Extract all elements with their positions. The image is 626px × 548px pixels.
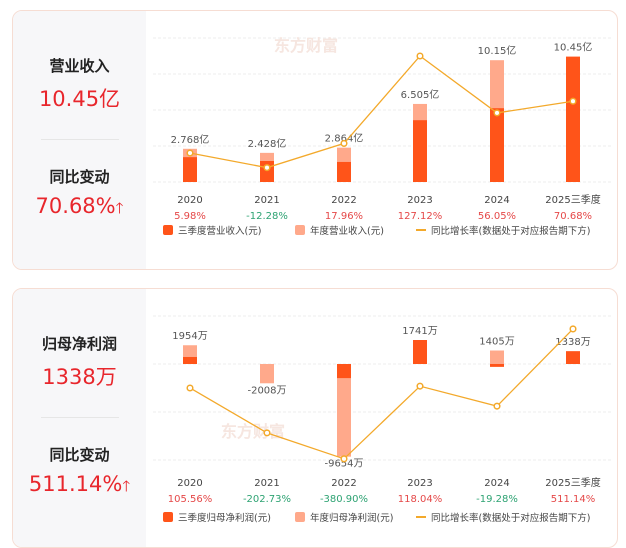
growth-label: 511.14% bbox=[551, 494, 596, 505]
profit-title: 归母净利润 bbox=[41, 335, 117, 353]
x-tick-label: 2025三季度 bbox=[545, 193, 600, 206]
growth-label: 118.04% bbox=[398, 494, 443, 505]
annual-bar bbox=[490, 350, 504, 364]
growth-label: 70.68% bbox=[554, 211, 592, 222]
value-label: -9654万 bbox=[324, 459, 363, 470]
legend-label: 三季度归母净利润(元) bbox=[178, 512, 271, 524]
revenue-card: 营业收入 10.45亿 同比变动 70.68%🡑 东方财富 2.768亿 2020 5… bbox=[12, 10, 618, 270]
legend-label: 同比增长率(数据处于对应报告期下方) bbox=[431, 225, 590, 237]
growth-point bbox=[493, 109, 501, 117]
legend-label: 三季度营业收入(元) bbox=[178, 225, 261, 237]
growth-label: -380.90% bbox=[320, 494, 368, 505]
q3-bar bbox=[183, 157, 197, 182]
arrow-up-icon: 🡑 bbox=[115, 199, 124, 217]
divider bbox=[41, 139, 119, 140]
growth-point bbox=[263, 164, 271, 172]
profit-card: 归母净利润 1338万 同比变动 511.14%🡑 东方财富 1954万 2020 1… bbox=[12, 288, 618, 548]
q3-bar bbox=[566, 56, 580, 182]
x-tick-label: 2025三季度 bbox=[545, 476, 600, 489]
profit-summary: 归母净利润 1338万 同比变动 511.14%🡑 bbox=[13, 289, 146, 547]
legend-label: 年度营业收入(元) bbox=[310, 225, 384, 237]
watermark-logo: 东方财富 bbox=[221, 422, 285, 441]
profit-chart: 东方财富 1954万 2020 105.56% -2008万 2021 -202.73% -9… bbox=[153, 315, 611, 524]
value-label: 10.15亿 bbox=[478, 44, 517, 57]
q3-bar bbox=[413, 340, 427, 364]
x-tick-label: 2024 bbox=[484, 195, 509, 206]
x-tick-label: 2020 bbox=[177, 478, 202, 489]
growth-point bbox=[186, 384, 194, 392]
x-tick-label: 2020 bbox=[177, 195, 202, 206]
value-label: 1338万 bbox=[555, 337, 590, 348]
legend-label: 年度归母净利润(元) bbox=[310, 512, 393, 524]
q3-bar bbox=[337, 161, 351, 182]
growth-point bbox=[569, 97, 577, 105]
value-label: 1954万 bbox=[172, 331, 207, 342]
growth-label: 105.56% bbox=[168, 494, 213, 505]
growth-label: 17.96% bbox=[325, 211, 363, 222]
x-tick-label: 2023 bbox=[407, 195, 432, 206]
value-label: 2.768亿 bbox=[171, 133, 210, 146]
q3-bar bbox=[413, 120, 427, 182]
growth-point bbox=[569, 325, 577, 333]
arrow-up-icon: 🡑 bbox=[122, 477, 131, 495]
watermark-logo: 东方财富 bbox=[274, 36, 338, 55]
x-tick-label: 2021 bbox=[254, 195, 279, 206]
legend-swatch bbox=[295, 225, 305, 235]
revenue-chart: 东方财富 2.768亿 2020 5.98% 2.428亿 2021 -12.28% 2.86… bbox=[153, 36, 611, 237]
growth-label: -19.28% bbox=[476, 494, 518, 505]
value-label: 6.505亿 bbox=[401, 88, 440, 101]
growth-label: 5.98% bbox=[174, 211, 206, 222]
legend-swatch bbox=[295, 512, 305, 522]
growth-label: 127.12% bbox=[398, 211, 443, 222]
x-tick-label: 2024 bbox=[484, 478, 509, 489]
profit-change-label: 同比变动 bbox=[49, 446, 110, 464]
value-label: 2.864亿 bbox=[325, 132, 364, 145]
growth-label: -202.73% bbox=[243, 494, 291, 505]
x-tick-label: 2021 bbox=[254, 478, 279, 489]
growth-point bbox=[416, 52, 424, 60]
x-tick-label: 2022 bbox=[331, 195, 356, 206]
x-tick-label: 2022 bbox=[331, 478, 356, 489]
q3-bar bbox=[490, 364, 504, 367]
growth-point bbox=[493, 402, 501, 410]
value-label: 2.428亿 bbox=[248, 137, 287, 150]
value-label: -2008万 bbox=[247, 385, 286, 396]
revenue-change-label: 同比变动 bbox=[49, 168, 110, 186]
growth-label: 56.05% bbox=[478, 211, 516, 222]
growth-point bbox=[340, 139, 348, 147]
q3-bar bbox=[566, 351, 580, 364]
revenue-change-value: 70.68% bbox=[35, 194, 116, 218]
annual-bar bbox=[337, 364, 351, 457]
value-label: 1741万 bbox=[402, 326, 437, 337]
growth-point bbox=[340, 455, 348, 463]
legend-swatch bbox=[163, 512, 173, 522]
growth-label: -12.28% bbox=[246, 211, 288, 222]
growth-point bbox=[263, 429, 271, 437]
growth-point bbox=[416, 382, 424, 390]
q3-bar bbox=[490, 108, 504, 182]
x-tick-label: 2023 bbox=[407, 478, 432, 489]
profit-value: 1338万 bbox=[42, 365, 117, 389]
annual-bar bbox=[260, 364, 274, 384]
growth-line bbox=[189, 328, 574, 460]
value-label: 10.45亿 bbox=[554, 41, 593, 54]
legend-swatch bbox=[163, 225, 173, 235]
profit-change-value: 511.14% bbox=[28, 472, 123, 496]
revenue-title: 营业收入 bbox=[49, 57, 110, 75]
divider bbox=[41, 417, 119, 418]
value-label: 1405万 bbox=[479, 337, 514, 348]
q3-bar bbox=[183, 356, 197, 364]
growth-line bbox=[189, 55, 574, 169]
legend-label: 同比增长率(数据处于对应报告期下方) bbox=[431, 512, 590, 524]
revenue-summary: 营业收入 10.45亿 同比变动 70.68%🡑 bbox=[13, 11, 146, 269]
revenue-value: 10.45亿 bbox=[38, 87, 121, 111]
q3-bar bbox=[337, 364, 351, 379]
growth-point bbox=[186, 149, 194, 157]
